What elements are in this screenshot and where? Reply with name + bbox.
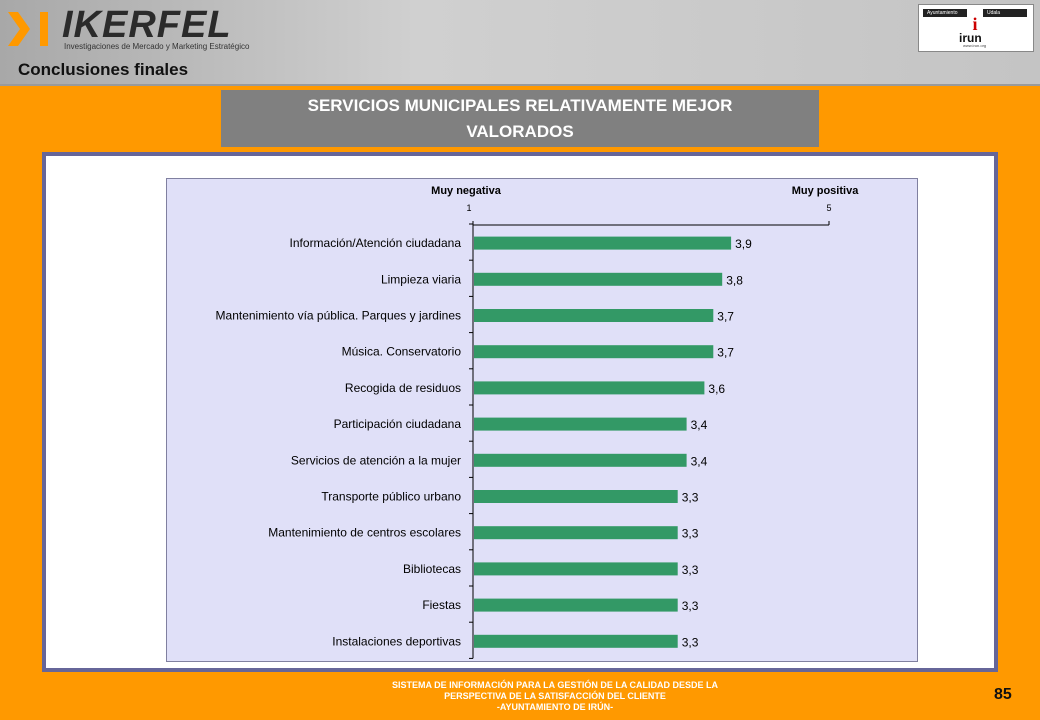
bar <box>474 417 687 431</box>
data-label: 3,7 <box>717 346 734 360</box>
category-label: Bibliotecas <box>403 562 461 576</box>
ikerfel-tagline: Investigaciones de Mercado y Marketing E… <box>64 42 250 51</box>
banner-line-1: SERVICIOS MUNICIPALES RELATIVAMENTE MEJO… <box>307 96 733 115</box>
bar <box>474 453 687 467</box>
banner-line-2: VALORADOS <box>466 122 574 141</box>
category-label: Servicios de atención a la mujer <box>291 453 461 467</box>
city-crest-icon: i <box>972 14 978 34</box>
scale-right-label: Muy positiva <box>792 185 860 197</box>
chart-plot-area: Muy negativa Muy positiva 1 5 Información/At… <box>166 178 918 662</box>
x-tick-label: 5 <box>826 203 831 213</box>
footer-line-1: SISTEMA DE INFORMACIÓN PARA LA GESTIÓN D… <box>391 680 718 690</box>
data-label: 3,7 <box>717 310 734 324</box>
data-label: 3,3 <box>682 635 699 649</box>
bar <box>474 309 714 322</box>
section-title: Conclusiones finales <box>18 60 189 79</box>
city-logo-name: irun <box>959 31 982 45</box>
irun-city-logo: Ayuntamiento Udala i irun www.irun.org <box>918 4 1034 52</box>
category-label: Mantenimiento de centros escolares <box>268 526 461 540</box>
city-logo-left-label: Ayuntamiento <box>923 9 967 17</box>
ikerfel-chevron-icon <box>8 12 48 46</box>
city-logo-url: www.irun.org <box>963 43 987 48</box>
category-label: Información/Atención ciudadana <box>290 236 462 250</box>
data-label: 3,3 <box>682 599 699 613</box>
category-label: Música. Conservatorio <box>342 345 462 359</box>
footer: SISTEMA DE INFORMACIÓN PARA LA GESTIÓN D… <box>300 680 810 713</box>
header: IKERFEL Investigaciones de Mercado y Mar… <box>0 0 1040 86</box>
category-label: Instalaciones deportivas <box>332 634 461 648</box>
category-label: Mantenimiento vía pública. Parques y jar… <box>216 309 461 323</box>
category-label: Participación ciudadana <box>334 417 462 431</box>
x-tick-label: 1 <box>466 203 471 213</box>
category-label: Limpieza viaria <box>381 272 461 286</box>
bar <box>474 598 678 612</box>
data-label: 3,6 <box>708 382 725 396</box>
data-label: 3,3 <box>682 563 699 577</box>
footer-line-2: PERSPECTIVA DE LA SATISFACCIÓN DEL CLIEN… <box>444 691 666 701</box>
data-label: 3,4 <box>691 418 708 432</box>
bar <box>474 381 705 395</box>
bar <box>474 490 678 503</box>
data-label: 3,8 <box>726 273 743 287</box>
data-label: 3,3 <box>682 527 699 541</box>
slide-banner: SERVICIOS MUNICIPALES RELATIVAMENTE MEJO… <box>221 90 819 147</box>
category-label: Fiestas <box>422 598 461 612</box>
bar-chart: Muy negativa Muy positiva 1 5 Información/At… <box>216 185 860 659</box>
ikerfel-logo: IKERFEL <box>62 4 232 46</box>
data-label: 3,3 <box>682 491 699 505</box>
data-label: 3,4 <box>691 454 708 468</box>
category-label: Recogida de residuos <box>345 381 461 395</box>
page-number: 85 <box>994 686 1012 703</box>
city-logo-right-label: Udala <box>983 9 1027 17</box>
bar <box>474 345 714 359</box>
scale-left-label: Muy negativa <box>431 185 502 197</box>
category-label: Transporte público urbano <box>321 490 461 504</box>
data-label: 3,9 <box>735 237 752 251</box>
footer-line-3: -AYUNTAMIENTO DE IRÚN- <box>496 702 614 712</box>
bar <box>474 272 723 286</box>
bar <box>474 236 732 250</box>
bar <box>474 634 678 648</box>
bar <box>474 526 678 540</box>
bar <box>474 562 678 576</box>
